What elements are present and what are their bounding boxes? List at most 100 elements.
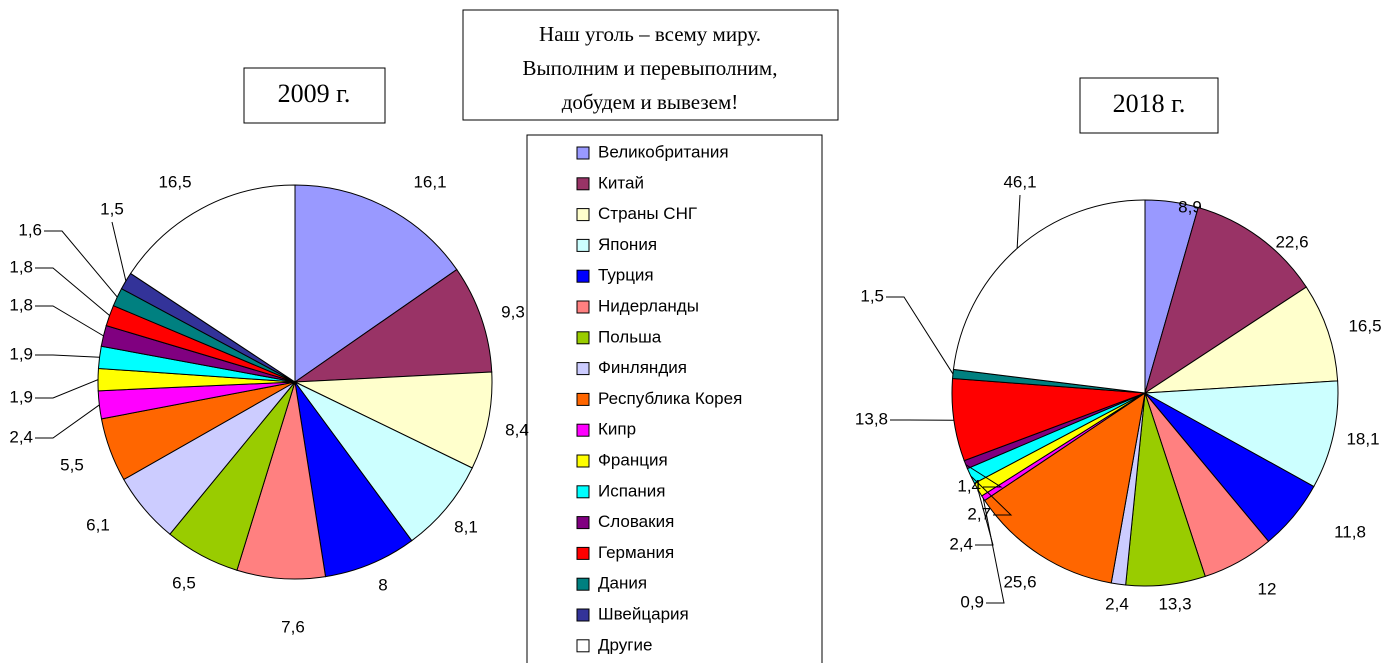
leader-line — [44, 230, 118, 298]
legend-label: Испания — [598, 481, 665, 500]
data-label: 8 — [378, 575, 387, 594]
legend-label: Япония — [598, 235, 657, 254]
data-label: 0,9 — [960, 592, 984, 611]
chart-title: 2009 г. — [278, 79, 351, 108]
data-label: 8,4 — [505, 420, 529, 439]
data-label: 2,4 — [1105, 594, 1129, 613]
legend-swatch — [576, 362, 590, 376]
title-box — [243, 67, 386, 124]
pie-slice — [1143, 286, 1339, 394]
data-label: 5,5 — [60, 455, 84, 474]
legend-swatch — [576, 331, 590, 345]
leader-line — [111, 221, 127, 282]
legend-swatch — [576, 423, 590, 437]
pie-slice — [294, 371, 493, 469]
pie-slice — [1143, 380, 1339, 488]
legend-label: Польша — [598, 327, 662, 346]
leader-line — [965, 464, 1003, 488]
legend-swatch — [576, 639, 590, 653]
data-label: 12 — [1258, 579, 1277, 598]
data-label: 1,4 — [957, 476, 981, 495]
data-label: 2,7 — [967, 504, 991, 523]
data-label: 1,5 — [100, 199, 124, 218]
legend-label: Китай — [598, 173, 644, 192]
title-box — [1079, 77, 1219, 134]
data-label: 16,5 — [1348, 316, 1381, 335]
pie-slice — [129, 184, 296, 383]
data-label: 22,6 — [1275, 232, 1308, 251]
data-label: 1,5 — [860, 286, 884, 305]
legend-swatch — [576, 577, 590, 591]
legend-swatch — [576, 392, 590, 406]
pie-slice — [293, 268, 493, 383]
pie-slice — [952, 199, 1146, 394]
legend-label: Словакия — [598, 512, 674, 531]
data-label: 8,1 — [454, 517, 478, 536]
legend-label: Швейцария — [598, 604, 689, 623]
data-label: 7,6 — [281, 617, 305, 636]
leader-line — [35, 267, 110, 316]
data-label: 1,8 — [9, 295, 33, 314]
legend-label: Нидерланды — [598, 296, 699, 315]
data-label: 16,1 — [413, 172, 446, 191]
data-label: 1,8 — [9, 257, 33, 276]
leader-line — [970, 475, 1013, 516]
data-label: 13,8 — [855, 409, 888, 428]
legend-swatch — [576, 454, 590, 468]
legend-swatch — [576, 608, 590, 622]
legend-label: Великобритания — [598, 142, 729, 161]
data-label: 1,9 — [9, 344, 33, 363]
pie-slice — [984, 391, 1146, 584]
legend-label: Дания — [598, 574, 647, 593]
leader-line — [35, 404, 100, 439]
legend-swatch — [576, 208, 590, 222]
data-label: 13,3 — [1158, 594, 1191, 613]
pie-slice — [1144, 206, 1308, 395]
annotation: Наш уголь – всему миру. — [539, 22, 761, 46]
legend-swatch — [576, 238, 590, 252]
data-label: 25,6 — [1003, 572, 1036, 591]
legend — [526, 134, 823, 663]
pie-slice — [294, 381, 413, 578]
pie-slice — [294, 184, 458, 383]
data-label: 46,1 — [1003, 172, 1036, 191]
legend-label: Турция — [598, 266, 654, 285]
annotation: добудем и вывезем! — [562, 90, 739, 114]
legend-swatch — [576, 300, 590, 314]
leader-line — [35, 305, 104, 337]
legend-swatch — [576, 146, 590, 160]
annotation-box — [462, 9, 839, 121]
legend-label: Республика Корея — [598, 389, 742, 408]
data-label: 11,8 — [1334, 522, 1366, 541]
data-label: 6,5 — [172, 573, 196, 592]
leader-line — [35, 379, 99, 399]
leader-line — [975, 489, 994, 546]
data-label: 6,1 — [86, 515, 110, 534]
legend-swatch — [576, 177, 590, 191]
legend-label: Финляндия — [598, 358, 687, 377]
legend-swatch — [576, 516, 590, 530]
leader-line — [35, 354, 100, 358]
leader-line — [1016, 194, 1021, 249]
pie-slice — [294, 381, 473, 542]
legend-label: Страны СНГ — [598, 204, 697, 223]
legend-label: Другие — [598, 635, 652, 654]
data-label: 9,3 — [501, 302, 525, 321]
legend-label: Кипр — [598, 420, 636, 439]
data-label: 1,6 — [18, 220, 42, 239]
leader-line — [886, 296, 954, 375]
legend-swatch — [576, 485, 590, 499]
data-label: 1,9 — [9, 387, 33, 406]
data-label: 2,4 — [949, 534, 973, 553]
data-label: 18,1 — [1346, 429, 1379, 448]
data-label: 2,4 — [9, 427, 33, 446]
legend-swatch — [576, 546, 590, 560]
legend-swatch — [576, 269, 590, 283]
legend-label: Франция — [598, 450, 668, 469]
chart-title: 2018 г. — [1113, 89, 1186, 118]
legend-label: Германия — [598, 543, 674, 562]
data-label: 8,9 — [1178, 197, 1202, 216]
annotation: Выполним и перевыполним, — [523, 56, 778, 80]
data-label: 16,5 — [158, 172, 191, 191]
